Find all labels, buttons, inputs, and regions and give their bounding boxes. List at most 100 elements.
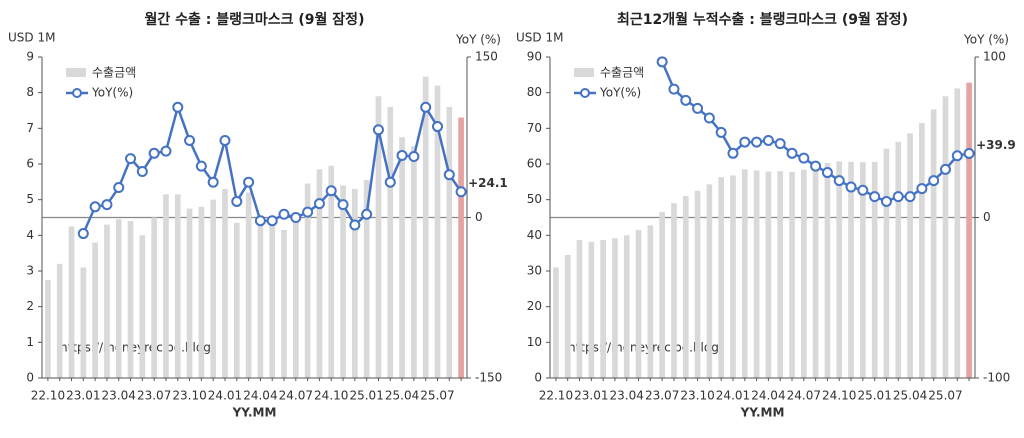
line-marker (880, 195, 892, 207)
bar (446, 106, 453, 378)
line-marker (727, 147, 739, 159)
y2-axis-title: YoY (%) (455, 33, 501, 47)
line-marker (739, 136, 751, 148)
y-tick-label: 30 (527, 264, 542, 278)
bar (92, 242, 98, 378)
bar (316, 169, 323, 378)
bar (434, 85, 441, 379)
y-tick-label: 90 (527, 50, 542, 64)
line-marker (762, 134, 774, 146)
line-marker (857, 184, 869, 196)
bar (328, 165, 335, 378)
chart-right: 최근12개월 누적수출 : 블랭크마스크 (9월 잠정) USD 1M YoY (%… (516, 11, 1016, 420)
line-marker (916, 183, 928, 195)
bar (694, 190, 701, 378)
x-tick-label: 23.04 (102, 389, 136, 403)
bar (352, 188, 358, 378)
bar (45, 279, 51, 378)
bar (730, 175, 736, 378)
line-marker (89, 201, 101, 213)
value-label: +24.1 (468, 176, 508, 190)
line-marker (833, 175, 845, 187)
line-marker (431, 121, 443, 133)
chart-title: 최근12개월 누적수출 : 블랭크마스크 (9월 잠정) (617, 11, 908, 28)
line-marker (325, 185, 337, 197)
bar (186, 208, 193, 378)
bar (812, 167, 819, 378)
line-marker (349, 219, 361, 231)
chart-left: 월간 수출 : 블랭크마스크 (9월 잠정) USD 1M YoY (%) YY.MM… (8, 11, 508, 420)
x-tick-label: 22.10 (539, 389, 573, 403)
y-tick-label: 40 (527, 228, 542, 242)
bar (174, 194, 181, 378)
line-marker (869, 191, 881, 203)
bar (635, 229, 642, 378)
bar (115, 219, 122, 378)
y-tick-label: 5 (26, 192, 34, 206)
y-tick-label: 1 (26, 335, 34, 349)
line-marker (904, 191, 916, 203)
line-marker (219, 134, 231, 146)
y-tick-label: 2 (26, 299, 34, 313)
x-tick-label: 24.04 (751, 389, 785, 403)
line-marker (715, 126, 727, 138)
y-tick-label: 0 (534, 371, 542, 385)
line-marker (136, 165, 148, 177)
x-tick-label: 23.07 (137, 389, 171, 403)
bar (789, 171, 795, 378)
bar (399, 137, 405, 378)
line-marker (751, 136, 763, 148)
bar (647, 225, 654, 378)
bar (966, 82, 972, 379)
bar (68, 226, 75, 378)
x-tick-label: 23.10 (680, 389, 714, 403)
x-tick-label: 24.10 (822, 389, 856, 403)
bar (553, 267, 559, 378)
bar (104, 224, 110, 378)
line-marker (845, 181, 857, 193)
line-marker (951, 150, 963, 162)
line-marker (798, 152, 810, 164)
x-tick-label: 25.04 (385, 389, 419, 403)
x-tick-label: 25.07 (420, 389, 454, 403)
line-marker (396, 149, 408, 161)
y2-tick-label: 150 (475, 50, 498, 64)
bar (895, 141, 902, 378)
bar (777, 171, 784, 378)
bar (576, 239, 583, 378)
x-tick-label: 23.07 (645, 389, 679, 403)
x-tick-label: 25.04 (893, 389, 927, 403)
bar (942, 96, 949, 378)
y2-tick-label: 100 (983, 50, 1006, 64)
line-marker (656, 56, 668, 68)
y-tick-label: 50 (527, 192, 542, 206)
y-tick-label: 10 (527, 335, 542, 349)
line-marker (77, 228, 89, 240)
bar (753, 170, 760, 378)
line-marker (939, 163, 951, 175)
legend-label: 수출금액 (600, 66, 644, 80)
bar (836, 161, 843, 378)
line-marker (195, 160, 207, 172)
line-marker (928, 175, 940, 187)
bar (411, 146, 417, 378)
legend-label: YoY(%) (599, 86, 641, 100)
line-marker (243, 176, 255, 188)
x-axis-title: YY.MM (232, 406, 277, 420)
line-marker (337, 199, 349, 211)
y-axis-title: USD 1M (516, 31, 563, 45)
y-tick-label: 8 (26, 85, 34, 99)
line-marker (302, 206, 314, 218)
line-marker (172, 101, 184, 113)
y2-axis-title: YoY (%) (963, 33, 1009, 47)
legend-marker (72, 88, 82, 98)
y-axis-title: USD 1M (8, 31, 55, 45)
x-tick-label: 24.01 (716, 389, 750, 403)
x-tick-label: 25.01 (349, 389, 383, 403)
bar (930, 109, 937, 379)
bar (671, 203, 677, 378)
y-tick-label: 60 (527, 157, 542, 171)
line-marker (443, 169, 455, 181)
line-marker (892, 191, 904, 203)
bar (458, 117, 464, 378)
